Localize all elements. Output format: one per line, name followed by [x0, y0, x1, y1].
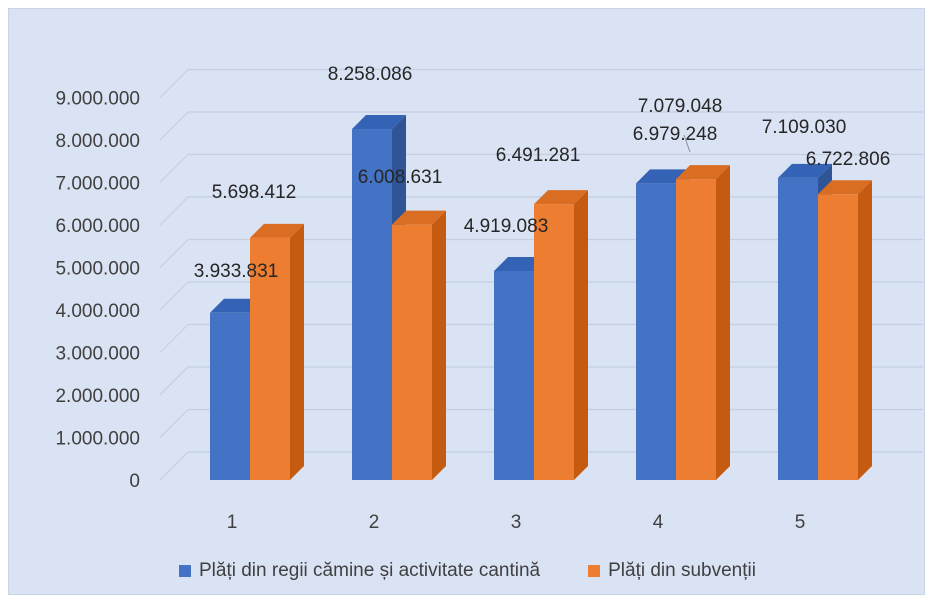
bar-s2-c1 [250, 237, 290, 480]
x-tick-label-4: 4 [653, 512, 664, 533]
y-tick-label: 0 [129, 471, 140, 492]
bar-top-s2-c2 [392, 210, 446, 225]
bar-s2-c2 [392, 224, 432, 480]
x-tick-label-2: 2 [369, 512, 380, 533]
data-label-s1-c2: 8.258.086 [328, 64, 413, 85]
legend-swatch-series-2 [588, 565, 601, 577]
legend-swatch-series-1 [179, 565, 191, 577]
data-label-s2-c4: 7.079.048 [638, 96, 723, 117]
bar-top-s2-c3 [534, 190, 588, 205]
chart-area [8, 8, 925, 595]
gridline-depth [159, 281, 189, 311]
data-label-s1-c1: 3.933.831 [194, 261, 279, 282]
data-label-s2-c5: 6.722.806 [806, 149, 891, 170]
bar-top-s2-c1 [250, 223, 304, 238]
gridline-depth [159, 111, 189, 141]
data-label-s2-c3: 6.491.281 [496, 145, 581, 166]
legend-label-series-2: Plăți din subvenții [608, 560, 756, 581]
gridline-depth [159, 366, 189, 396]
data-label-s1-c4: 6.979.248 [633, 124, 718, 145]
bar-side-s2-c5 [858, 180, 872, 480]
bar-s2-c5 [818, 194, 858, 480]
bar-s1-c3 [494, 270, 534, 480]
y-tick-label: 3.000.000 [55, 344, 140, 365]
gridline-depth [159, 239, 189, 268]
legend-label-series-1: Plăți din regii cămine și activitate can… [199, 560, 541, 581]
y-tick-label: 7.000.000 [55, 174, 140, 195]
data-label-s1-c5: 7.109.030 [762, 117, 847, 138]
bar-s2-c4 [676, 179, 716, 481]
bar-s1-c2 [352, 129, 392, 480]
bar-top-s2-c4 [676, 165, 730, 180]
gridline-depth [159, 451, 189, 481]
gridline-depth [159, 324, 189, 353]
bar-side-s2-c2 [432, 210, 446, 480]
bar-s2-c3 [534, 204, 574, 481]
legend-item-series-1: Plăți din regii cămine și activitate can… [179, 560, 540, 582]
y-tick-label: 1.000.000 [55, 429, 140, 450]
bar-top-s1-c5 [778, 163, 832, 178]
x-tick-label-5: 5 [795, 512, 806, 533]
x-tick-label-3: 3 [511, 512, 522, 533]
bar-side-s2-c4 [716, 165, 730, 481]
x-tick-label-1: 1 [227, 512, 238, 533]
bar-top-s2-c5 [818, 180, 872, 195]
legend-item-series-2: Plăți din subvenții [588, 560, 756, 582]
legend: Plăți din regii cămine și activitate can… [0, 560, 935, 582]
bar-s1-c1 [210, 312, 250, 480]
y-tick-label: 2.000.000 [55, 386, 140, 407]
gridline-depth [159, 409, 189, 438]
leader-line [683, 134, 691, 153]
bar-s1-c4 [636, 183, 676, 480]
bar-top-s1-c2 [352, 115, 406, 130]
data-label-s1-c3: 4.919.083 [464, 216, 549, 237]
y-tick-label: 9.000.000 [55, 89, 140, 110]
y-tick-label: 4.000.000 [55, 301, 140, 322]
data-label-s2-c1: 5.698.412 [212, 182, 297, 203]
bar-side-s2-c1 [290, 223, 304, 480]
y-tick-label: 5.000.000 [55, 259, 140, 280]
bar-s1-c5 [778, 177, 818, 481]
y-tick-label: 8.000.000 [55, 131, 140, 152]
gridline-depth [159, 154, 189, 183]
bar-side-s2-c3 [574, 190, 588, 481]
y-tick-label: 6.000.000 [55, 216, 140, 237]
data-label-s2-c2: 6.008.631 [358, 167, 443, 188]
gridline-depth [159, 69, 189, 98]
gridline-depth [159, 196, 189, 226]
